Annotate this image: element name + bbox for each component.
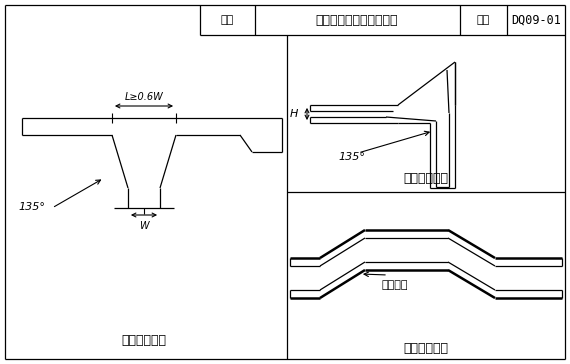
Text: 135°: 135° xyxy=(18,202,45,212)
Text: 图号: 图号 xyxy=(477,15,490,25)
Text: L≥0.6W: L≥0.6W xyxy=(125,92,164,102)
Text: 槽架水平偏弯: 槽架水平偏弯 xyxy=(404,341,449,355)
Text: 翻弯角度: 翻弯角度 xyxy=(382,280,409,290)
Text: DQ09-01: DQ09-01 xyxy=(511,13,561,27)
Text: 图名: 图名 xyxy=(221,15,234,25)
Text: W: W xyxy=(139,221,149,231)
Text: 电缆桥架变向处连接做法: 电缆桥架变向处连接做法 xyxy=(316,13,398,27)
Text: 135°: 135° xyxy=(338,152,365,162)
Text: 槽架水平三通: 槽架水平三通 xyxy=(121,333,166,347)
Text: H: H xyxy=(290,109,298,119)
Text: 槽架垂直弯头: 槽架垂直弯头 xyxy=(404,171,449,185)
